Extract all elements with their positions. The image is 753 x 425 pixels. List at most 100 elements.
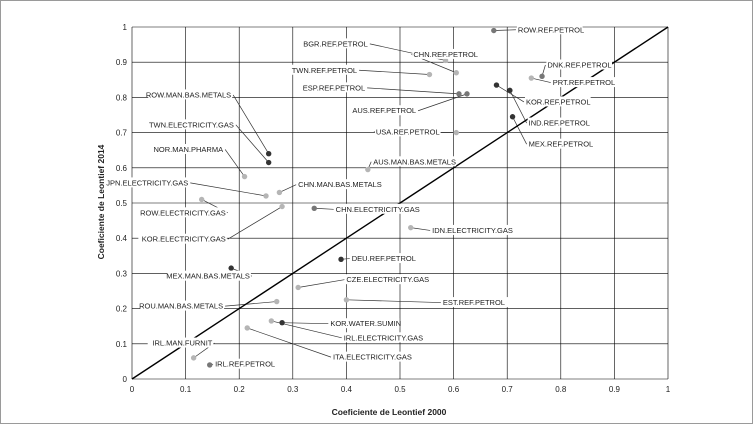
leader-line — [279, 184, 297, 193]
leader-line — [298, 279, 345, 288]
data-point — [265, 151, 272, 157]
data-label: NOR.MAN.PHARMA — [154, 145, 224, 154]
data-point — [456, 91, 462, 97]
data-point — [408, 224, 414, 231]
label-background — [431, 224, 520, 235]
leader-line — [410, 227, 431, 231]
x-tick-label: 1 — [666, 385, 671, 394]
data-label: BGR.REF.PETROL — [303, 39, 368, 48]
data-point — [241, 173, 248, 180]
label-background — [551, 77, 618, 88]
data-label: CZE.ELECTRICITY.GAS — [346, 275, 429, 284]
y-tick-label: 0.6 — [116, 164, 128, 173]
label-background — [372, 156, 457, 167]
leader-line — [531, 77, 551, 83]
data-label: CHN.ELECTRICITY.GAS — [336, 205, 420, 214]
data-point — [338, 256, 344, 263]
y-tick-label: 0 — [123, 375, 128, 384]
label-background — [140, 300, 225, 311]
x-tick-label: 0.6 — [448, 385, 460, 394]
data-label: MEX.REF.PETROL — [529, 140, 594, 149]
y-tick-label: 1 — [123, 23, 128, 32]
data-label: EST.REF.PETROL — [443, 298, 505, 307]
y-tick-label: 0.9 — [116, 58, 128, 67]
label-background — [146, 119, 235, 130]
leader-line — [509, 90, 527, 124]
label-background — [214, 358, 280, 369]
leader-line — [232, 94, 269, 154]
leader-line — [247, 327, 332, 358]
data-label: ITA.ELECTRICITY.GAS — [333, 353, 412, 362]
label-background — [516, 24, 583, 35]
leader-line — [224, 149, 245, 177]
data-label: IRL.MAN.FURNIT — [152, 339, 212, 348]
data-point — [190, 355, 197, 361]
data-label: MEX.MAN.BAS.METALS — [166, 272, 250, 281]
label-background — [350, 253, 417, 264]
label-background — [441, 297, 508, 308]
label-background — [292, 64, 359, 75]
data-point — [265, 159, 272, 166]
data-point — [279, 319, 285, 326]
label-background — [334, 203, 424, 214]
data-point — [276, 189, 283, 196]
data-label: KOR.WATER.SUMIN — [330, 319, 401, 328]
label-background — [100, 177, 190, 188]
label-background — [332, 351, 421, 362]
label-background — [138, 207, 227, 218]
data-point — [207, 362, 213, 368]
data-point — [507, 87, 513, 94]
data-point — [365, 166, 371, 173]
data-point — [244, 325, 250, 331]
y-tick-label: 0.4 — [116, 234, 128, 243]
data-point — [464, 91, 470, 97]
data-label: KOR.REF.PETROL — [526, 97, 591, 106]
leader-line — [417, 93, 468, 112]
data-point — [528, 75, 535, 81]
label-background — [342, 332, 432, 343]
leader-lines — [190, 29, 551, 366]
data-label: JPN.ELECTRICITY.GAS — [106, 178, 188, 187]
y-axis-title: Coeficiente de Leontief 2014 — [96, 144, 106, 259]
x-tick-label: 0.4 — [341, 385, 353, 394]
leader-line — [496, 84, 525, 103]
y-tick-label: 0.7 — [116, 129, 128, 138]
data-point — [453, 129, 459, 136]
leader-line — [235, 124, 269, 163]
y-tick-label: 0.3 — [116, 269, 128, 278]
data-point — [426, 71, 433, 78]
x-tick-label: 0.5 — [394, 385, 406, 394]
label-background — [351, 105, 418, 116]
label-background — [524, 96, 591, 107]
x-tick-label: 0.3 — [287, 385, 299, 394]
label-background — [374, 126, 441, 137]
y-tick-label: 0.5 — [116, 199, 128, 208]
data-label: AUS.MAN.BAS.METALS — [373, 157, 456, 166]
point-labels: ROW.REF.PETROL BGR.REF.PETROL CHN.REF.PETR… — [100, 24, 618, 369]
leader-line — [346, 299, 441, 303]
y-tick-label: 0.8 — [116, 93, 128, 102]
data-label: TWN.REF.PETROL — [292, 66, 357, 75]
data-label: ROW.REF.PETROL — [518, 25, 584, 34]
label-background — [147, 337, 214, 348]
x-tick-label: 0.7 — [502, 385, 514, 394]
data-point — [268, 318, 275, 324]
data-label: IRL.ELECTRICITY.GAS — [344, 333, 423, 342]
data-point — [453, 70, 459, 76]
axis-ticks: 0 0.1 0.2 0.3 0.4 0.5 0.6 0.7 0.8 0.9 1 0 0.1 0.2 0.3 0… — [116, 23, 671, 394]
data-points — [190, 27, 545, 368]
x-tick-label: 0.8 — [555, 385, 567, 394]
label-background — [412, 48, 479, 59]
label-background — [167, 270, 251, 281]
data-label: DEU.REF.PETROL — [352, 254, 416, 263]
data-label: IND.REF.PETROL — [529, 119, 590, 128]
leader-line — [282, 322, 329, 325]
x-axis-title: Coeficiente de Leontief 2000 — [332, 407, 447, 417]
label-background — [546, 59, 613, 70]
label-background — [303, 38, 369, 49]
x-tick-label: 0.1 — [180, 385, 192, 394]
data-label: CHN.REF.PETROL — [413, 50, 478, 59]
data-point — [491, 27, 497, 34]
data-label: AUS.REF.PETROL — [352, 106, 416, 115]
